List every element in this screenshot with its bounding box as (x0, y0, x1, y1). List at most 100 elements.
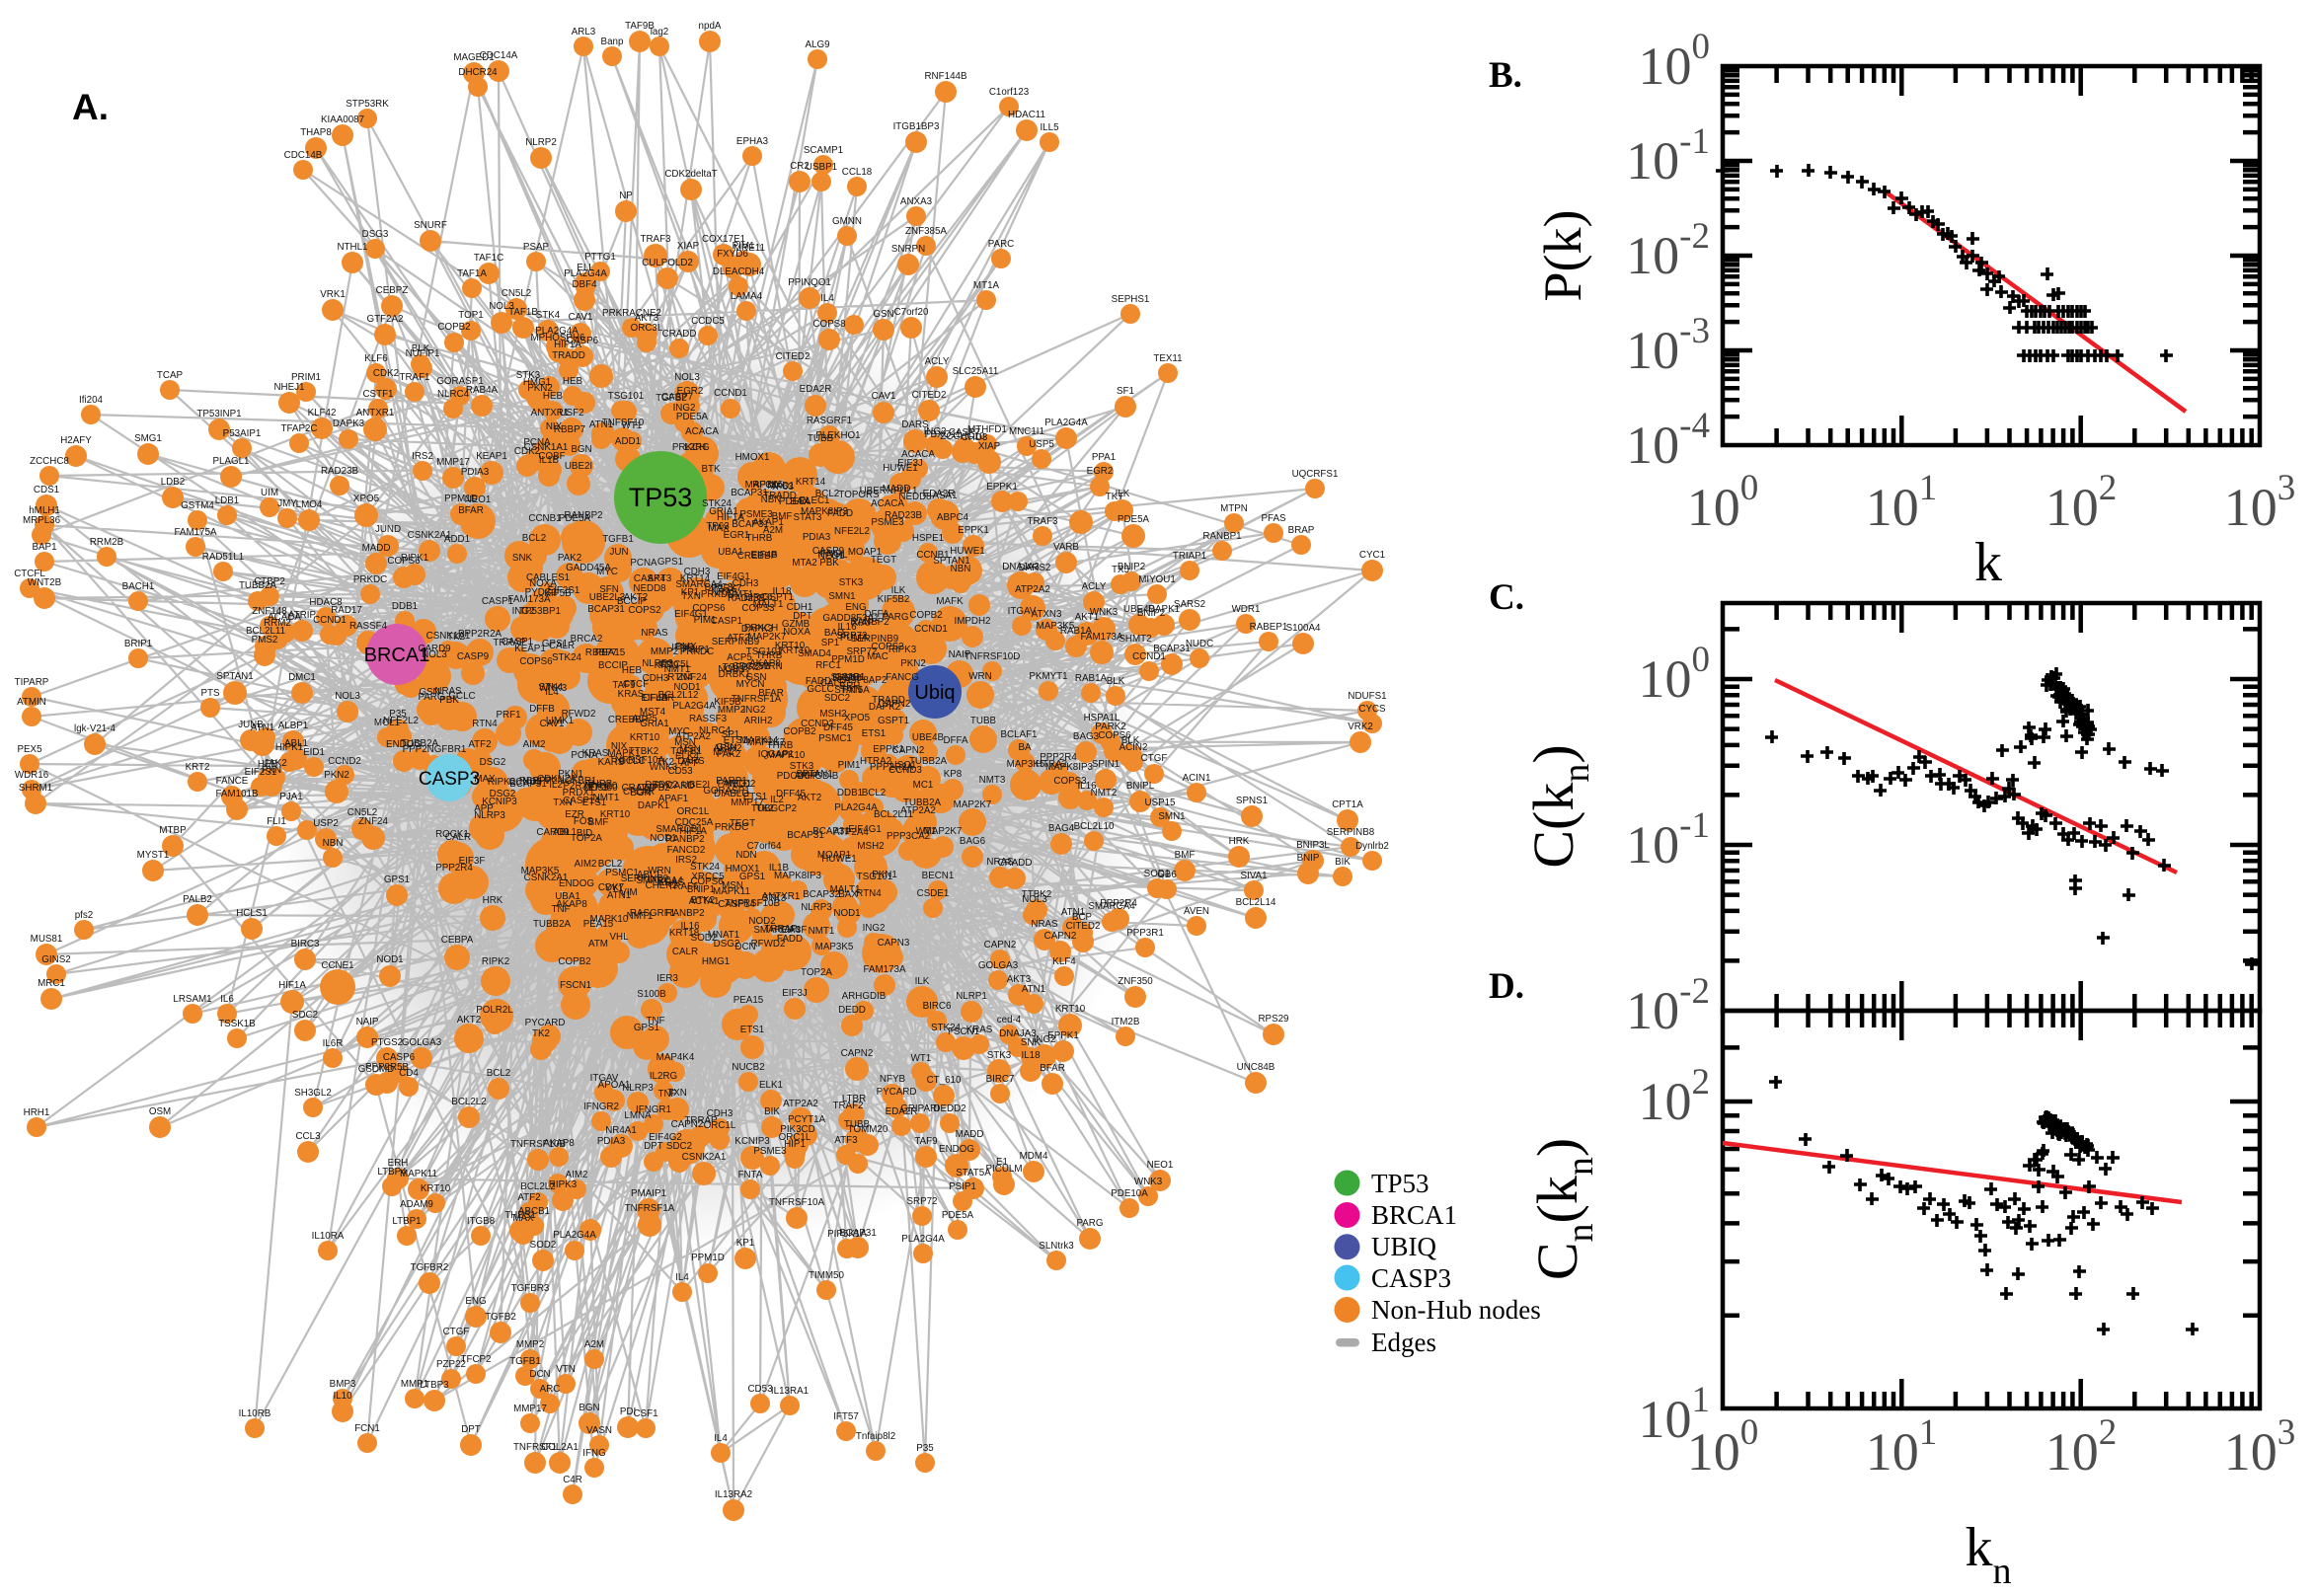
svg-text:CABLES1: CABLES1 (526, 572, 570, 583)
svg-text:VIM: VIM (620, 887, 637, 898)
svg-text:MT1A: MT1A (973, 280, 1000, 291)
svg-text:COBF: COBF (538, 451, 565, 462)
svg-text:BGN: BGN (571, 444, 591, 455)
svg-text:CASP6: CASP6 (567, 336, 599, 346)
svg-text:ATN1: ATN1 (589, 419, 613, 430)
svg-text:COPS2: COPS2 (871, 642, 903, 652)
svg-text:lgk-V21-4: lgk-V21-4 (74, 723, 116, 734)
svg-text:COPS6: COPS6 (1098, 730, 1131, 741)
svg-text:BNIP2: BNIP2 (1118, 562, 1145, 572)
svg-text:C7orf64: C7orf64 (747, 841, 782, 852)
svg-text:CASP9: CASP9 (812, 546, 844, 557)
svg-text:TEGT: TEGT (871, 555, 896, 566)
svg-text:ALBP1: ALBP1 (278, 721, 309, 731)
svg-text:CASP1: CASP1 (711, 616, 742, 627)
svg-text:Ubiq: Ubiq (914, 682, 955, 704)
svg-text:TP63: TP63 (706, 521, 730, 532)
svg-text:AKT3: AKT3 (635, 313, 659, 324)
svg-text:CALR: CALR (820, 678, 846, 689)
svg-text:NUDC: NUDC (1186, 639, 1213, 649)
svg-text:ACP5: ACP5 (632, 714, 657, 724)
svg-text:APP: APP (474, 803, 494, 814)
svg-text:JUN: JUN (609, 547, 628, 558)
svg-text:TSSK1B: TSSK1B (218, 1019, 256, 1029)
svg-text:TNF: TNF (551, 904, 570, 915)
svg-text:TGFB2: TGFB2 (485, 1312, 516, 1323)
svg-text:KRT10: KRT10 (600, 809, 631, 820)
svg-text:PKMYT1: PKMYT1 (1029, 671, 1067, 682)
svg-text:SMAD4: SMAD4 (798, 648, 831, 659)
svg-text:ANTXR1: ANTXR1 (531, 408, 570, 418)
svg-text:ATN1: ATN1 (251, 722, 274, 733)
svg-text:MAP3K5: MAP3K5 (745, 480, 784, 491)
svg-text:MYST1: MYST1 (137, 850, 170, 861)
svg-text:PMS2: PMS2 (252, 635, 278, 646)
svg-text:TAF9: TAF9 (612, 680, 635, 691)
svg-text:lag2: lag2 (651, 27, 669, 38)
svg-text:ARL3: ARL3 (572, 27, 596, 38)
svg-text:WNK3: WNK3 (650, 762, 678, 773)
svg-text:TRAF2: TRAF2 (832, 1101, 863, 1111)
svg-text:PPP2R4: PPP2R4 (435, 863, 473, 874)
svg-text:GPS1: GPS1 (739, 872, 765, 882)
svg-text:RAD51L1: RAD51L1 (202, 552, 244, 563)
svg-text:KCNIP3: KCNIP3 (482, 797, 517, 807)
svg-text:MDM4: MDM4 (1020, 1151, 1048, 1162)
svg-text:k: k (1974, 532, 2002, 593)
svg-text:ORC3L: ORC3L (631, 323, 663, 334)
svg-text:MXD1: MXD1 (767, 481, 794, 492)
svg-text:FSCN1: FSCN1 (948, 1026, 979, 1037)
svg-text:CSNK1A1: CSNK1A1 (426, 631, 471, 642)
svg-text:EPPK1: EPPK1 (958, 525, 989, 536)
svg-text:SARS2: SARS2 (1174, 599, 1205, 610)
svg-text:GCLC: GCLC (807, 684, 833, 695)
svg-text:STAT3: STAT3 (793, 512, 822, 523)
svg-text:UBE2I: UBE2I (682, 780, 710, 791)
svg-text:COPS6: COPS6 (519, 656, 553, 667)
svg-text:A2M: A2M (763, 525, 783, 536)
svg-text:TAF1A: TAF1A (457, 268, 487, 279)
svg-text:SNURF: SNURF (414, 220, 447, 231)
svg-text:CCND1: CCND1 (313, 615, 347, 626)
svg-text:SMARCA4: SMARCA4 (753, 925, 801, 936)
svg-text:XIAP: XIAP (852, 618, 875, 629)
svg-text:CAV1: CAV1 (569, 312, 593, 323)
svg-text:ABL1: ABL1 (284, 738, 308, 749)
svg-text:HEB: HEB (622, 665, 643, 676)
svg-text:HTRA2: HTRA2 (860, 756, 891, 767)
svg-text:IL4: IL4 (820, 293, 834, 304)
svg-text:GINS2: GINS2 (41, 954, 70, 965)
svg-text:GORASP1: GORASP1 (436, 376, 483, 387)
svg-text:BCL2L11: BCL2L11 (874, 809, 913, 820)
svg-text:IL2RG: IL2RG (650, 1071, 677, 1082)
svg-text:PRKDC: PRKDC (680, 646, 714, 657)
svg-text:ABPC4: ABPC4 (937, 512, 969, 523)
svg-text:ATN1: ATN1 (607, 890, 631, 901)
svg-text:GZMB: GZMB (782, 619, 811, 630)
svg-text:PPP2R2A: PPP2R2A (458, 629, 502, 640)
svg-text:WT1: WT1 (911, 1053, 932, 1064)
svg-text:CD53: CD53 (747, 1384, 773, 1395)
svg-text:ZCCHC10: ZCCHC10 (940, 431, 985, 442)
svg-text:ATP2A2: ATP2A2 (783, 1099, 818, 1109)
svg-text:GRIPARI: GRIPARI (900, 1103, 940, 1114)
svg-text:TUBB2A: TUBB2A (909, 756, 948, 767)
svg-text:MMP17: MMP17 (731, 798, 764, 808)
svg-text:CRADD: CRADD (662, 329, 697, 340)
svg-text:IFNG: IFNG (671, 643, 694, 653)
svg-text:PRKCH: PRKCH (672, 442, 706, 453)
svg-text:BIRC7: BIRC7 (986, 1074, 1015, 1085)
svg-text:CASP3: CASP3 (419, 769, 480, 790)
svg-text:MAPK1: MAPK1 (607, 748, 640, 759)
svg-text:PTTG1: PTTG1 (584, 252, 616, 263)
svg-text:TX5: TX5 (1112, 565, 1130, 575)
svg-text:AKT3: AKT3 (648, 573, 672, 584)
svg-text:RRM2B: RRM2B (90, 537, 124, 548)
svg-text:FAM173A: FAM173A (507, 594, 550, 605)
svg-text:BMX: BMX (675, 642, 697, 652)
svg-text:CN5L2: CN5L2 (347, 807, 378, 818)
svg-text:GSDMD: GSDMD (358, 1064, 394, 1075)
svg-text:BIRC6: BIRC6 (744, 592, 773, 603)
svg-text:KLF42: KLF42 (308, 408, 337, 418)
svg-text:MYH10: MYH10 (585, 781, 618, 792)
